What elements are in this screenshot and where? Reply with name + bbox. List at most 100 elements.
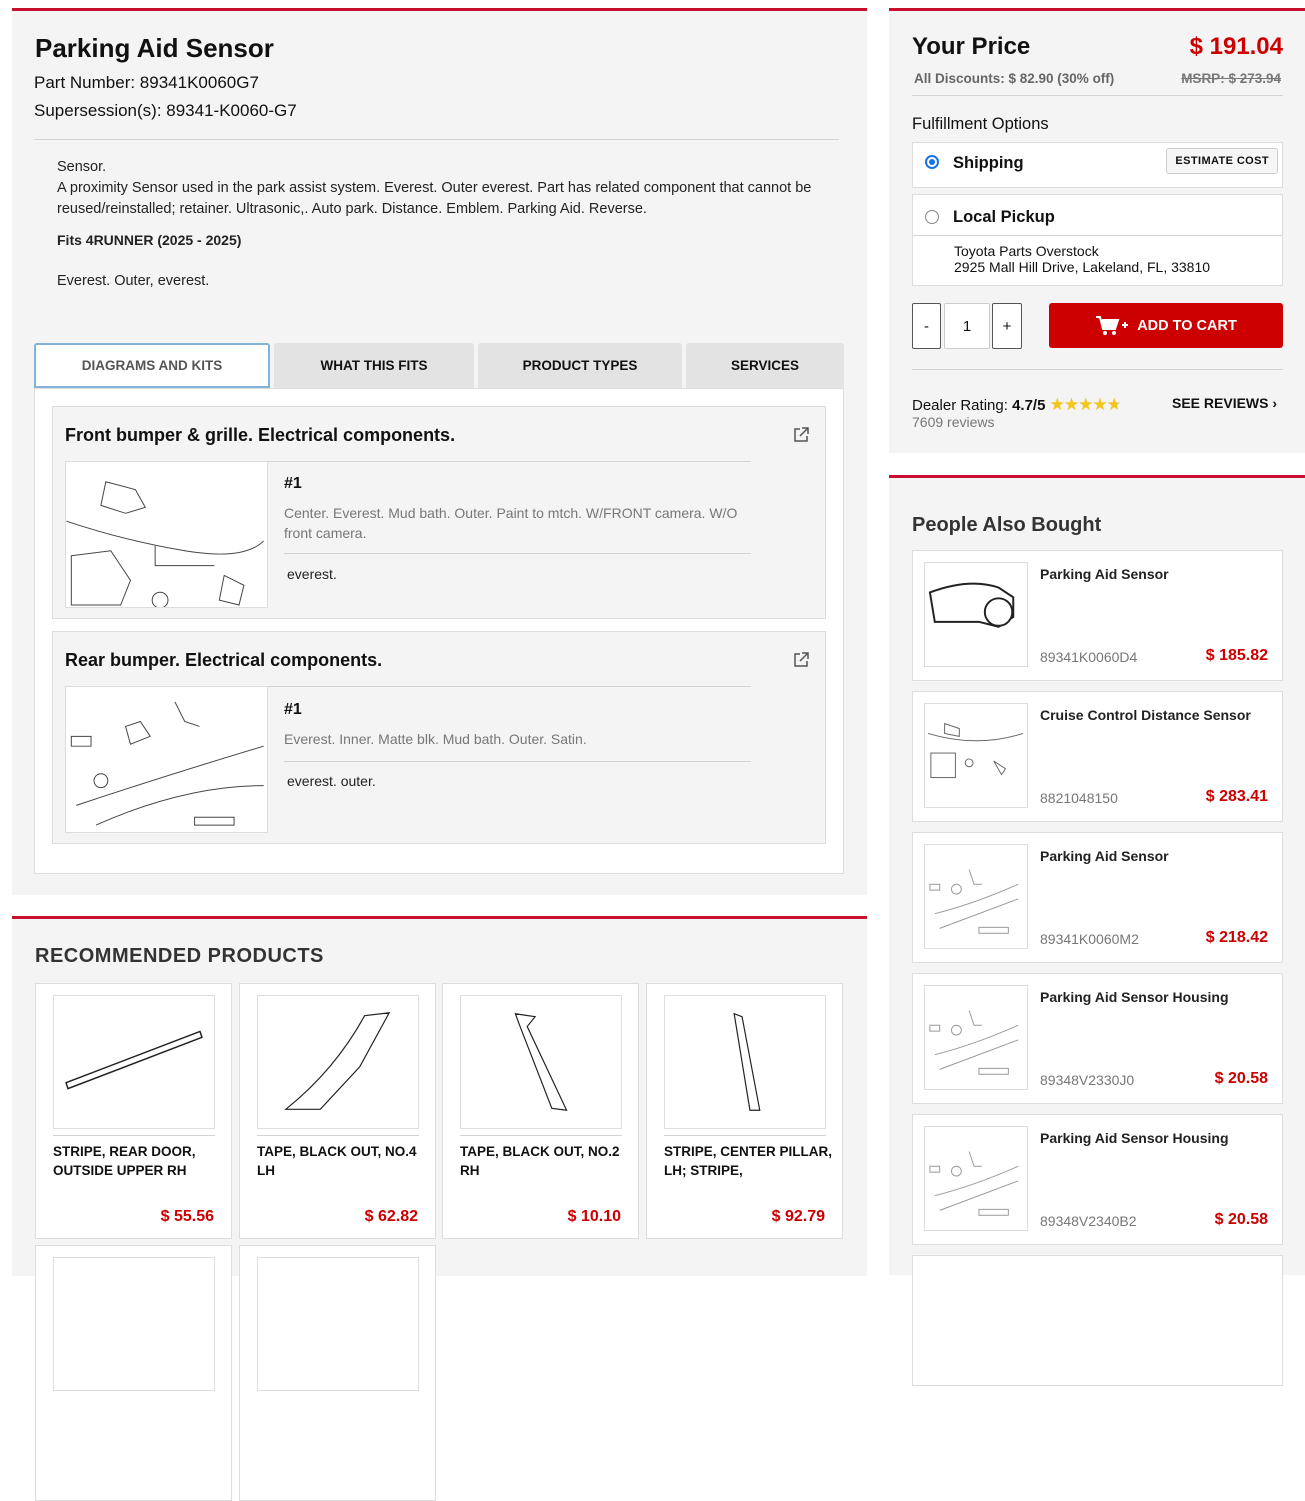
local-pickup-option[interactable]: Local Pickup Toyota Parts Overstock 2925… [912, 194, 1283, 286]
divider [912, 95, 1283, 96]
add-to-cart-button[interactable]: ADD TO CART [1049, 303, 1283, 348]
product-card[interactable]: TAPE, BLACK OUT, NO.2 RH $ 10.10 [442, 983, 639, 1239]
product-price: $ 185.82 [1205, 647, 1268, 664]
product-name[interactable]: Parking Aid Sensor [1040, 848, 1169, 864]
fulfillment-title: Fulfillment Options [912, 115, 1049, 133]
product-name[interactable]: TAPE, BLACK OUT, NO.4 LH [257, 1144, 417, 1178]
estimate-cost-button[interactable]: ESTIMATE COST [1166, 148, 1278, 174]
divider [912, 369, 1283, 370]
quantity-input[interactable]: 1 [944, 303, 990, 349]
external-link-icon[interactable] [793, 427, 809, 443]
product-image[interactable] [460, 995, 622, 1129]
also-bought-card[interactable]: Parking Aid Sensor 89341K0060M2 $ 218.42 [912, 832, 1283, 963]
product-name[interactable]: Cruise Control Distance Sensor [1040, 707, 1251, 723]
product-image[interactable] [924, 562, 1028, 667]
product-price: $ 92.79 [771, 1208, 825, 1225]
product-card[interactable]: STRIPE, REAR DOOR, OUTSIDE UPPER RH $ 55… [35, 983, 232, 1239]
diagram-title[interactable]: Rear bumper. Electrical components. [65, 650, 383, 670]
description: Sensor. A proximity Sensor used in the p… [57, 157, 842, 292]
part-number: 89348V2340B2 [1040, 1213, 1137, 1229]
also-bought-card[interactable]: Cruise Control Distance Sensor 882104815… [912, 691, 1283, 822]
product-image[interactable] [924, 703, 1028, 808]
decrease-qty-button[interactable]: - [912, 303, 941, 349]
pickup-label[interactable]: Local Pickup [953, 208, 1055, 226]
product-name[interactable]: Parking Aid Sensor Housing [1040, 1130, 1229, 1146]
product-card[interactable]: TAPE, BLACK OUT, NO.4 LH $ 62.82 [239, 983, 436, 1239]
divider [268, 686, 751, 687]
star-rating-icon: ★★★★★ ★★★★★ [1049, 395, 1122, 414]
product-image[interactable] [924, 1126, 1028, 1231]
part-number: 89348V2330J0 [1040, 1072, 1135, 1088]
product-details-panel: Parking Aid Sensor Part Number: 89341K00… [12, 8, 867, 895]
diagram-image[interactable] [65, 686, 268, 833]
part-number: 8821048150 [1040, 790, 1118, 806]
section-title: People Also Bought [912, 514, 1102, 536]
section-title: RECOMMENDED PRODUCTS [35, 945, 324, 967]
callout-number: #1 [284, 475, 302, 492]
divider [53, 1135, 215, 1136]
product-image[interactable] [257, 995, 419, 1129]
shipping-option[interactable]: Shipping ESTIMATE COST [912, 142, 1283, 188]
product-name[interactable]: Parking Aid Sensor [1040, 566, 1169, 582]
divider [284, 553, 751, 554]
product-name[interactable]: STRIPE, REAR DOOR, OUTSIDE UPPER RH [53, 1144, 196, 1178]
tab-product-types[interactable]: PRODUCT TYPES [478, 343, 682, 388]
your-price: $ 191.04 [1189, 33, 1283, 60]
add-to-cart-label: ADD TO CART [1137, 317, 1237, 334]
tab-diagrams-and-kits[interactable]: DIAGRAMS AND KITS [34, 343, 270, 388]
rating-value: 4.7/5 [1012, 397, 1046, 414]
tab-what-this-fits[interactable]: WHAT THIS FITS [274, 343, 474, 388]
also-bought-card[interactable]: Parking Aid Sensor Housing 89348V2340B2 … [912, 1114, 1283, 1245]
also-bought-card[interactable]: Parking Aid Sensor 89341K0060D4 $ 185.82 [912, 550, 1283, 681]
description-short: Sensor. [57, 159, 107, 175]
product-price: $ 20.58 [1214, 1211, 1268, 1228]
product-name[interactable]: Parking Aid Sensor Housing [1040, 989, 1229, 1005]
msrp: MSRP: $ 273.94 [1181, 71, 1281, 86]
product-image[interactable] [257, 1257, 419, 1391]
fitment: Fits 4RUNNER (2025 - 2025) [57, 232, 242, 248]
product-image[interactable] [664, 995, 826, 1129]
product-name[interactable]: TAPE, BLACK OUT, NO.2 RH [460, 1144, 620, 1178]
product-image[interactable] [53, 1257, 215, 1391]
product-image[interactable] [53, 995, 215, 1129]
product-card[interactable]: STRIPE, CENTER PILLAR, LH; STRIPE, $ 92.… [646, 983, 843, 1239]
divider [460, 1135, 622, 1136]
product-image[interactable] [924, 985, 1028, 1090]
chevron-right-icon: › [1272, 395, 1278, 411]
product-image[interactable] [924, 844, 1028, 949]
external-link-icon[interactable] [793, 652, 809, 668]
divider [34, 139, 839, 140]
diagrams-panel: Front bumper & grille. Electrical compon… [34, 388, 844, 874]
product-price: $ 20.58 [1214, 1070, 1268, 1087]
description-long: A proximity Sensor used in the park assi… [57, 180, 812, 217]
see-reviews-label[interactable]: SEE REVIEWS [1172, 395, 1269, 411]
divider [257, 1135, 419, 1136]
discounts: All Discounts: $ 82.90 (30% off) [914, 71, 1115, 86]
callout-text: Everest. Inner. Matte blk. Mud bath. Out… [284, 731, 587, 747]
product-card[interactable] [35, 1245, 232, 1501]
diagram-title[interactable]: Front bumper & grille. Electrical compon… [65, 425, 456, 445]
callout-sub: everest. outer. [287, 773, 376, 789]
shipping-radio[interactable] [925, 155, 939, 169]
product-price: $ 10.10 [567, 1208, 621, 1225]
increase-qty-button[interactable]: + [992, 303, 1022, 349]
pickup-radio[interactable] [925, 210, 939, 224]
store-address: 2925 Mall Hill Drive, Lakeland, FL, 3381… [954, 259, 1211, 275]
shipping-label[interactable]: Shipping [953, 154, 1024, 172]
store-info: Toyota Parts Overstock 2925 Mall Hill Dr… [954, 243, 1210, 275]
diagram-card[interactable]: Rear bumper. Electrical components. #1 E… [52, 631, 826, 844]
also-bought-card[interactable]: Parking Aid Sensor Housing 89348V2330J0 … [912, 973, 1283, 1104]
product-price: $ 55.56 [160, 1208, 214, 1225]
product-name[interactable]: STRIPE, CENTER PILLAR, LH; STRIPE, [664, 1144, 833, 1178]
product-card[interactable] [239, 1245, 436, 1501]
diagram-image[interactable] [65, 461, 268, 608]
review-count: 7609 reviews [912, 414, 995, 430]
notes: Everest. Outer, everest. [57, 273, 210, 289]
product-price: $ 218.42 [1205, 929, 1268, 946]
page-title: Parking Aid Sensor [35, 33, 274, 63]
diagram-card[interactable]: Front bumper & grille. Electrical compon… [52, 406, 826, 619]
also-bought-card[interactable] [912, 1255, 1283, 1386]
see-reviews-link[interactable]: SEE REVIEWS › [1172, 395, 1277, 411]
tab-services[interactable]: SERVICES [686, 343, 844, 388]
part-number: Part Number: 89341K0060G7 [34, 73, 259, 92]
